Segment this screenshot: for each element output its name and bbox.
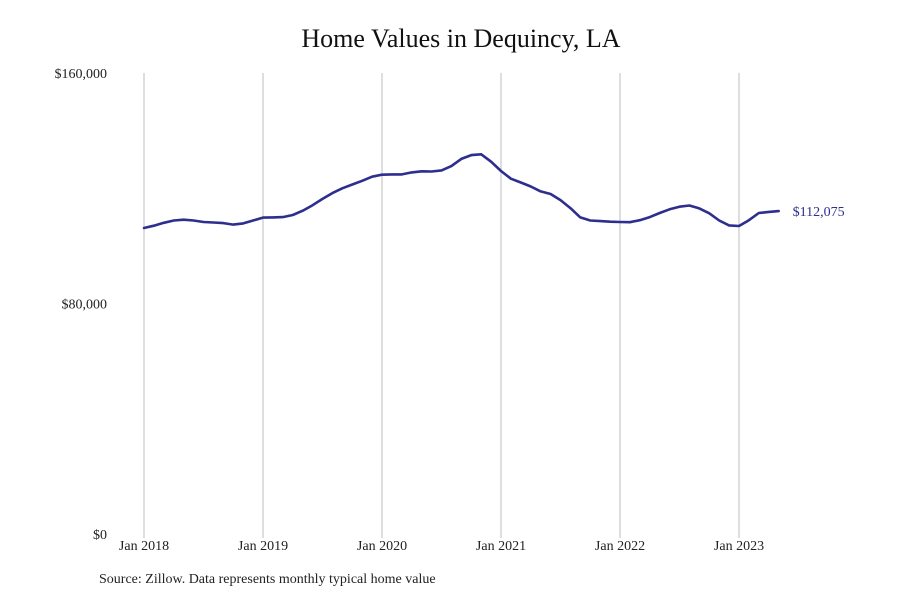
- chart-title: Home Values in Dequincy, LA: [301, 24, 621, 53]
- end-value-label: $112,075: [793, 205, 845, 220]
- y-axis-ticks: $160,000 $80,000 $0: [55, 67, 108, 543]
- data-labels: $112,075: [793, 205, 845, 220]
- y-tick-label: $80,000: [62, 298, 108, 313]
- y-tick-label: $160,000: [55, 67, 108, 82]
- source-note: Source: Zillow. Data represents monthly …: [99, 572, 436, 587]
- x-tick-label: Jan 2022: [595, 539, 645, 554]
- x-tick-label: Jan 2020: [357, 539, 407, 554]
- series-line: [142, 153, 781, 230]
- x-tick-label: Jan 2018: [119, 539, 169, 554]
- y-tick-label: $0: [93, 528, 107, 543]
- x-axis-ticks: Jan 2018 Jan 2019 Jan 2020 Jan 2021 Jan 2022…: [119, 539, 764, 554]
- grid-lines: [143, 73, 740, 538]
- x-tick-label: Jan 2021: [476, 539, 526, 554]
- x-tick-label: Jan 2023: [714, 539, 764, 554]
- series-group: [142, 153, 781, 230]
- x-tick-label: Jan 2019: [238, 539, 288, 554]
